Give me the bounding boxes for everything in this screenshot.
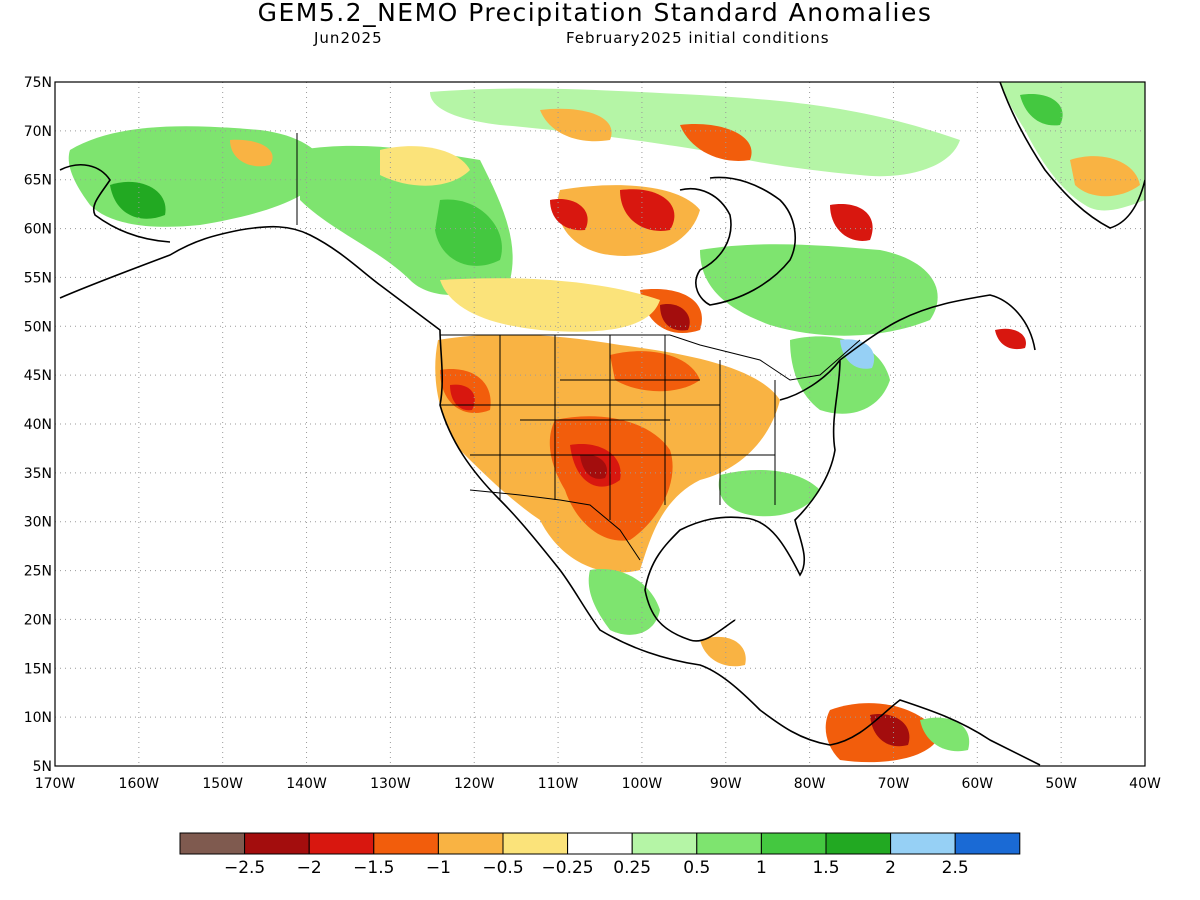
graticule	[55, 82, 1145, 766]
colorbar-swatch	[954, 832, 1021, 855]
us-mexico-border	[469, 489, 641, 561]
anomaly-region-southeast-wet	[718, 470, 820, 517]
colorbar-label: −2	[297, 858, 322, 878]
latitude-label: 35N	[24, 466, 52, 482]
coastline-north-america	[59, 225, 1041, 766]
initial-conditions-label: February2025 initial conditions	[566, 29, 830, 47]
latitude-label: 55N	[24, 270, 52, 286]
latitude-label: 70N	[24, 124, 52, 140]
colorbar-label: −1	[426, 858, 451, 878]
coastline-gulf-east	[644, 294, 1036, 642]
colorbar-label: −0.25	[542, 858, 594, 878]
latitude-label: 75N	[24, 75, 52, 91]
colorbar-label: 0.25	[613, 858, 651, 878]
anomaly-region-northeast-wet-core	[840, 339, 875, 369]
latitude-label: 65N	[24, 173, 52, 189]
latitude-label: 5N	[33, 759, 52, 775]
anomaly-region-alaska-dry	[230, 139, 273, 167]
canada-us-border	[440, 334, 861, 381]
colorbar-swatch	[244, 832, 310, 855]
longitude-axis-labels: 170W 160W 150W 140W 130W 120W 110W 100W 90W 80W 70…	[35, 776, 1161, 792]
longitude-label: 100W	[622, 776, 663, 792]
longitude-label: 40W	[1129, 776, 1161, 792]
latitude-label: 20N	[24, 612, 52, 628]
anomaly-region-prairies-mixed	[440, 278, 660, 332]
colorbar-swatch	[567, 832, 633, 855]
colorbar-swatch	[825, 832, 892, 855]
latitude-label: 30N	[24, 515, 52, 531]
longitude-label: 110W	[538, 776, 579, 792]
longitude-label: 130W	[370, 776, 411, 792]
latitude-label: 10N	[24, 710, 52, 726]
longitude-label: 90W	[710, 776, 742, 792]
colorbar-swatch	[308, 832, 375, 855]
longitude-label: 150W	[202, 776, 243, 792]
colorbar-label: 2.5	[942, 858, 969, 878]
anomaly-region-colombia-core	[870, 714, 910, 747]
latitude-label: 25N	[24, 564, 52, 580]
anomaly-region-midwest-dry	[610, 351, 700, 392]
colorbar-label: −1.5	[353, 858, 394, 878]
anomaly-region-hudson-dry-core	[620, 189, 675, 231]
colorbar-swatch	[631, 832, 698, 855]
longitude-label: 70W	[878, 776, 910, 792]
colorbar-swatch	[502, 832, 569, 855]
latitude-label: 60N	[24, 222, 52, 238]
anomaly-region-arctic-dry	[540, 108, 612, 142]
colorbar-label: 1.5	[812, 858, 839, 878]
anomaly-region-labrador-dry	[830, 204, 873, 241]
latitude-label: 40N	[24, 417, 52, 433]
latitude-label: 50N	[24, 319, 52, 335]
anomaly-region-quebec-wet	[700, 244, 938, 336]
coastline-greenland	[999, 82, 1145, 229]
longitude-label: 50W	[1045, 776, 1077, 792]
longitude-label: 80W	[794, 776, 826, 792]
colorbar-swatch	[696, 832, 762, 855]
latitude-label: 45N	[24, 368, 52, 384]
anomaly-region-ontario-dry-core	[660, 304, 690, 331]
longitude-label: 60W	[961, 776, 993, 792]
anomaly-region-keewatin-dry	[550, 199, 588, 231]
longitude-label: 140W	[286, 776, 327, 792]
map-title: GEM5.2_NEMO Precipitation Standard Anoma…	[257, 0, 933, 27]
anomaly-region-newfoundland-dry	[995, 328, 1026, 350]
colorbar-label: 1	[756, 858, 767, 878]
anomaly-region-alaska-wet-core	[110, 181, 166, 219]
colorbar-label: −2.5	[224, 858, 265, 878]
colorbar-label: 2	[885, 858, 896, 878]
coastlines	[59, 82, 1145, 766]
anomaly-region-greenland-dry	[1070, 156, 1140, 197]
colorbar-label: 0.5	[683, 858, 710, 878]
political-borders	[296, 133, 861, 561]
anomaly-shading	[68, 82, 1145, 763]
coastline-hudson-bay	[679, 176, 796, 306]
forecast-month: Jun2025	[314, 29, 383, 47]
anomaly-region-nwt-dry	[380, 146, 470, 186]
map-frame	[54, 81, 1146, 767]
anomaly-region-greenland-wet-core	[1020, 94, 1063, 126]
colorbar-swatch	[373, 832, 439, 855]
longitude-label: 120W	[454, 776, 495, 792]
coastline-alaska-peninsula	[59, 164, 171, 243]
anomaly-region-mexico-mixed	[588, 569, 660, 635]
colorbar: −2.5 −2 −1.5 −1 −0.5 −0.25 0.25 0.5 1 1.5 2 2.5	[179, 832, 1021, 878]
anomaly-region-pacific-nw-core	[450, 384, 475, 411]
colorbar-swatch	[760, 832, 827, 855]
anomaly-region-yucatan-dry	[700, 636, 746, 667]
anomaly-region-venezuela-wet	[920, 717, 970, 752]
anomaly-region-yukon-wet-core	[435, 199, 502, 266]
colorbar-swatch	[437, 832, 504, 855]
latitude-axis-labels: 75N 70N 65N 60N 55N 50N 45N 40N 35N 30N 25N 20N 15N 1…	[24, 75, 52, 775]
longitude-label: 170W	[35, 776, 76, 792]
longitude-label: 160W	[119, 776, 160, 792]
state-borders	[440, 335, 776, 520]
colorbar-swatch	[179, 832, 246, 855]
colorbar-label: −0.5	[482, 858, 523, 878]
latitude-label: 15N	[24, 661, 52, 677]
colorbar-swatch	[890, 832, 956, 855]
anomaly-region-baffin-dry	[680, 124, 752, 161]
